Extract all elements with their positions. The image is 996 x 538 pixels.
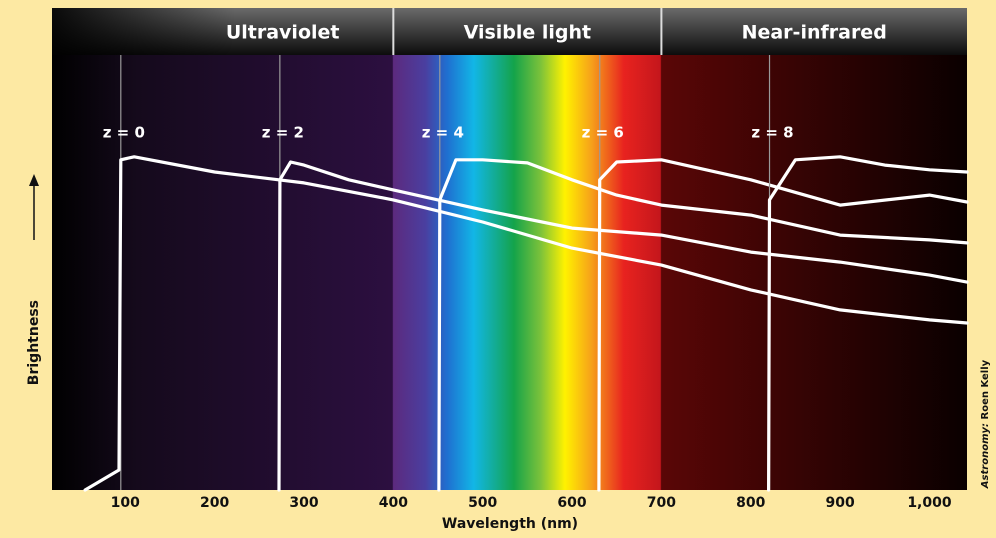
series-label: z = 0 xyxy=(103,124,145,142)
series-label: z = 2 xyxy=(262,124,304,142)
x-tick-label: 400 xyxy=(379,495,408,511)
series-label: z = 8 xyxy=(751,124,793,142)
x-tick-label: 300 xyxy=(289,495,318,511)
band-label: Ultraviolet xyxy=(226,22,340,44)
credit-source: Astronomy: xyxy=(980,423,991,489)
series-label: z = 4 xyxy=(422,124,464,142)
band-label: Near-infrared xyxy=(742,22,887,44)
x-tick-label: 900 xyxy=(825,495,854,511)
x-tick-label: 600 xyxy=(557,495,586,511)
band-label: Visible light xyxy=(464,22,592,44)
x-tick-label: 100 xyxy=(111,495,140,511)
x-tick-label: 800 xyxy=(736,495,765,511)
credit-author: Roen Kelly xyxy=(980,359,991,419)
x-tick-label: 200 xyxy=(200,495,229,511)
x-axis-label: Wavelength (nm) xyxy=(442,516,578,532)
spectrum xyxy=(52,55,967,490)
series-label: z = 6 xyxy=(582,124,624,142)
x-tick-label: 500 xyxy=(468,495,497,511)
credit: Astronomy: Roen Kelly xyxy=(980,359,991,489)
page: Brightness Wavelength (nm) Astronomy: Ro… xyxy=(0,0,996,538)
y-axis-label: Brightness xyxy=(26,300,42,385)
x-tick-label: 1,000 xyxy=(907,495,952,511)
y-arrow xyxy=(29,174,39,240)
x-tick-label: 700 xyxy=(647,495,676,511)
chart: Brightness Wavelength (nm) Astronomy: Ro… xyxy=(0,0,996,538)
